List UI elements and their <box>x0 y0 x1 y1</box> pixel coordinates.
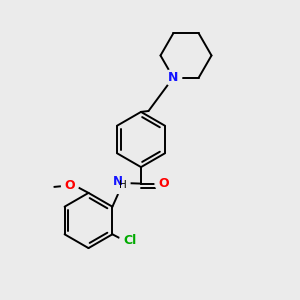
Text: N: N <box>113 175 123 188</box>
Circle shape <box>120 231 140 251</box>
Text: H: H <box>118 180 126 190</box>
Text: N: N <box>168 71 178 84</box>
Text: O: O <box>64 179 75 192</box>
Circle shape <box>61 177 78 194</box>
Circle shape <box>109 172 130 194</box>
Circle shape <box>155 175 172 192</box>
Text: Cl: Cl <box>123 234 136 248</box>
Text: O: O <box>158 177 169 190</box>
Circle shape <box>165 69 182 86</box>
